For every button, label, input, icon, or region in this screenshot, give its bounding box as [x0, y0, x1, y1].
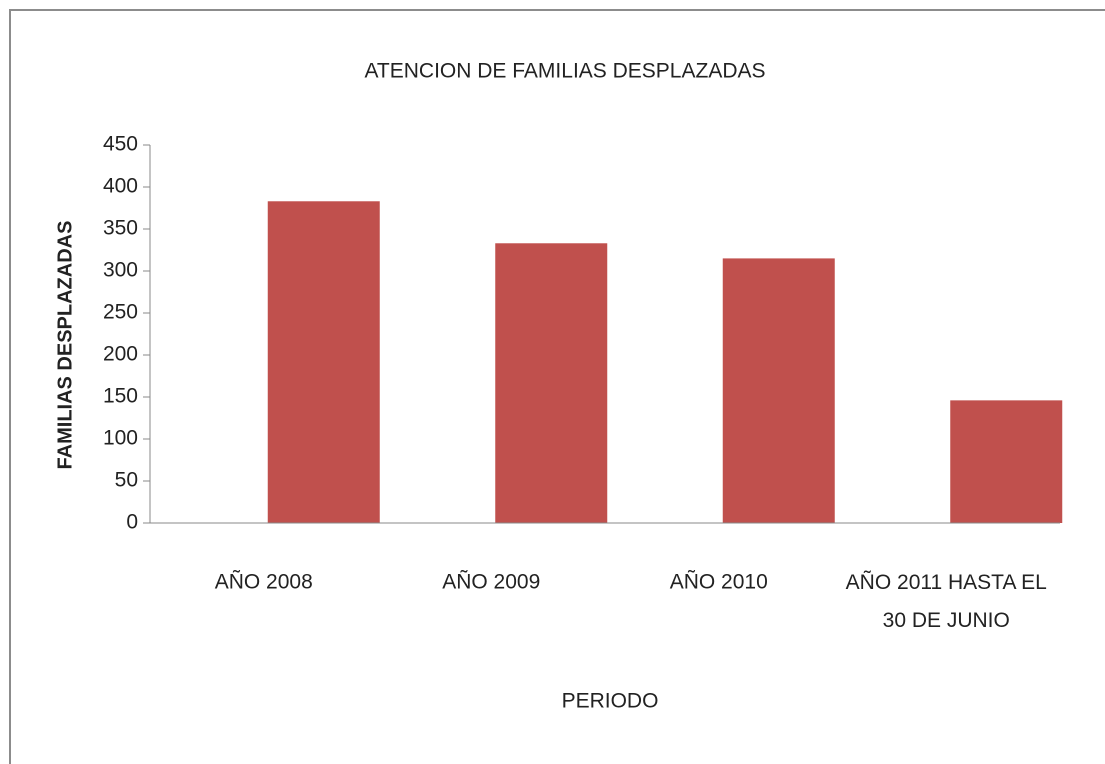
bar: [267, 201, 380, 523]
y-tick-label: 200: [103, 343, 138, 366]
y-tick-label: 250: [103, 301, 138, 324]
y-tick-label: 50: [115, 469, 138, 492]
y-tick-label: 100: [103, 427, 138, 450]
bar: [722, 258, 835, 523]
label-line: 30 DE JUNIO: [883, 609, 1010, 632]
x-tick-label: AÑO 2010: [670, 570, 768, 594]
chart-title: ATENCION DE FAMILIAS DESPLAZADAS: [364, 60, 765, 83]
chart-border: [9, 9, 1105, 764]
y-tick-label: 400: [103, 175, 138, 198]
y-tick-label: 150: [103, 385, 138, 408]
y-tick-label: 450: [103, 133, 138, 156]
y-tick-label: 0: [126, 511, 138, 534]
y-tick-label: 300: [103, 259, 138, 282]
bar: [495, 243, 608, 523]
x-tick-label: AÑO 2011 HASTA EL 30 DE JUNIO: [846, 570, 1047, 632]
bar: [950, 400, 1063, 523]
x-axis-title: PERIODO: [562, 690, 659, 713]
y-axis-title: FAMILIAS DESPLAZADAS: [54, 221, 76, 470]
label-line: AÑO 2011 HASTA EL: [846, 570, 1047, 594]
y-tick-label: 350: [103, 217, 138, 240]
x-tick-label: AÑO 2009: [442, 570, 540, 594]
x-tick-label: AÑO 2008: [215, 570, 313, 594]
